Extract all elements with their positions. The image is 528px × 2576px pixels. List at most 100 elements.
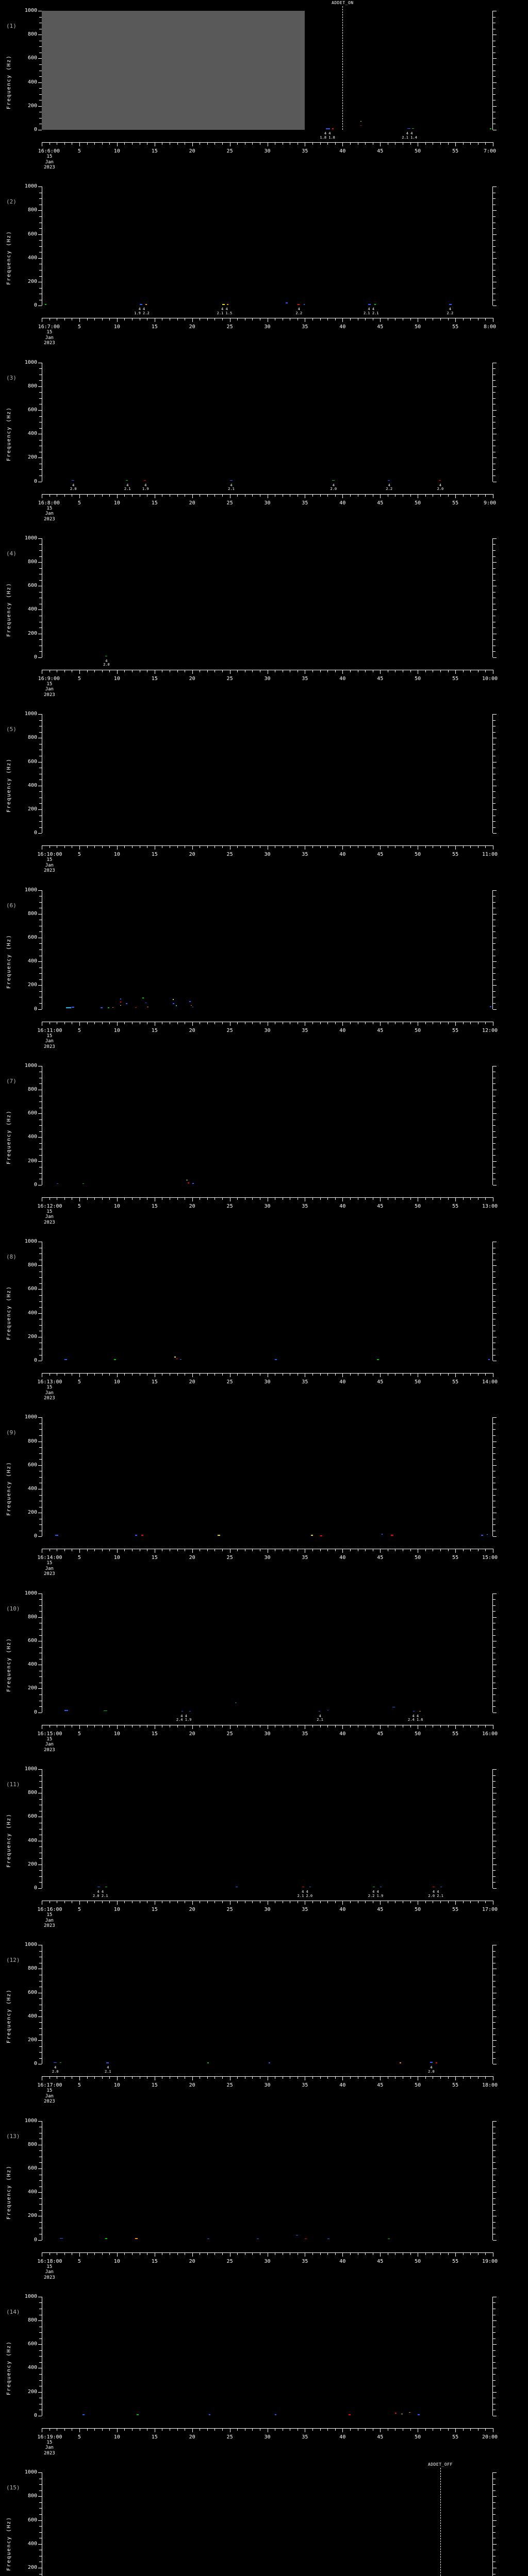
y-tick: [39, 720, 42, 721]
y-tick: [39, 2508, 42, 2509]
x-tick: [132, 1549, 133, 1552]
y-tick-label: 0: [34, 127, 37, 132]
x-tick: [320, 494, 321, 497]
y-tick-label: 0: [34, 654, 37, 660]
plot-area: 1000 800 600 400 200 0 4 4 2.4 1.9 4 2.1 4 4 2.4 1.…: [25, 1590, 497, 1722]
y-tick: [39, 1143, 42, 1144]
y-tick-label: 200: [27, 1510, 37, 1516]
x-tick: [87, 1724, 88, 1727]
x-tick: [312, 318, 313, 321]
y-tick-right: [493, 2502, 496, 2503]
y-tick-right: [493, 803, 496, 804]
panel-1: (1) Frequency (Hz) 1000 800 600 400 200 0 ADDET_…: [0, 0, 528, 176]
x-tick: [102, 494, 103, 497]
y-tick-right: [493, 1599, 496, 1600]
x-tick: [124, 1197, 125, 1200]
annotation-line: 2.0 2.1: [92, 1893, 108, 1898]
y-tick-right: [493, 469, 496, 470]
y-tick: [39, 1524, 42, 1526]
detection-mark: [126, 1003, 128, 1004]
x-tick: [485, 1021, 486, 1024]
y-tick-label: 600: [27, 1638, 37, 1644]
date-stack-line: 15: [46, 857, 53, 863]
x-tick-label: 15: [151, 1379, 158, 1385]
x-tick: [440, 669, 441, 672]
x-tick-label: 35: [302, 2082, 308, 2089]
x-tick-label: 35: [302, 1027, 308, 1033]
x-tick: [79, 2428, 80, 2432]
x-tick: [312, 1197, 313, 1200]
x-tick: [94, 2076, 95, 2079]
y-tick: [38, 809, 42, 810]
x-tick-label: 30: [264, 1907, 271, 1912]
x-tick-label: 40: [339, 1731, 346, 1737]
detection-mark: [180, 1359, 182, 1360]
x-tick: [485, 318, 486, 321]
y-tick-right: [493, 1313, 497, 1314]
x-tick: [222, 669, 223, 672]
y-tick: [39, 76, 42, 77]
y-tick-right: [493, 1453, 496, 1454]
detection-mark: [222, 304, 225, 305]
x-tick: [79, 318, 80, 323]
x-tick: [425, 494, 426, 497]
y-tick: [39, 2204, 42, 2205]
y-tick: [38, 386, 42, 387]
x-tick: [87, 1901, 88, 1903]
x-tick: [485, 2252, 486, 2255]
x-tick: [237, 845, 238, 849]
x-tick-label: 30: [264, 2082, 271, 2089]
x-tick-label-start: 16:8:00: [38, 500, 60, 506]
x-tick: [350, 2076, 351, 2079]
x-tick: [440, 1901, 441, 1903]
y-tick: [38, 2496, 42, 2497]
y-tick-right: [493, 1858, 496, 1859]
x-tick: [177, 1549, 178, 1552]
x-tick: [132, 2428, 133, 2431]
y-tick-label: 800: [27, 735, 37, 741]
x-tick: [214, 2428, 216, 2431]
detection-mark: [135, 1535, 137, 1536]
y-tick-right: [493, 973, 496, 974]
x-tick: [448, 845, 449, 849]
y-tick-right: [493, 2514, 496, 2515]
y-tick: [39, 398, 42, 399]
y-tick-label: 200: [27, 1333, 37, 1340]
detection-mark: [387, 2238, 390, 2239]
x-tick: [312, 845, 313, 849]
detection-annotation: 4 2.1: [228, 483, 235, 492]
detection-mark: [320, 1535, 322, 1536]
x-tick: [132, 1901, 133, 1903]
y-tick-label: 1000: [24, 8, 37, 13]
annotation-line: 4: [319, 1714, 321, 1718]
x-tick: [124, 669, 125, 672]
x-tick: [177, 1724, 178, 1727]
x-tick: [252, 1901, 253, 1903]
x-tick: [132, 1724, 133, 1727]
x-tick-label: 45: [377, 1379, 384, 1385]
panel-13: (13) Frequency (Hz) 1000 800 600 400 200 0 16:18…: [0, 2110, 528, 2286]
x-tick: [410, 2076, 411, 2079]
x-tick: [485, 1373, 486, 1376]
y-tick: [39, 2022, 42, 2023]
x-tick: [117, 494, 118, 498]
x-tick: [117, 1724, 118, 1729]
x-tick: [214, 2252, 216, 2255]
x-tick: [87, 142, 88, 145]
x-tick: [177, 1021, 178, 1024]
annotation-line: 2.0: [428, 2069, 435, 2074]
detection-mark: [175, 1358, 178, 1360]
x-tick-label: 50: [415, 2258, 421, 2264]
y-tick: [39, 2180, 42, 2181]
detection-mark: [332, 128, 334, 129]
x-tick: [410, 1373, 411, 1376]
y-tick-right: [493, 1113, 497, 1114]
x-tick-label-end: 7:00: [483, 148, 497, 154]
y-tick-label: 800: [27, 2317, 37, 2324]
y-tick: [38, 538, 42, 539]
y-tick-label: 200: [27, 2564, 37, 2570]
y-tick-right: [493, 833, 497, 834]
x-tick: [320, 1197, 321, 1200]
y-tick: [38, 714, 42, 715]
x-tick: [440, 2076, 441, 2079]
